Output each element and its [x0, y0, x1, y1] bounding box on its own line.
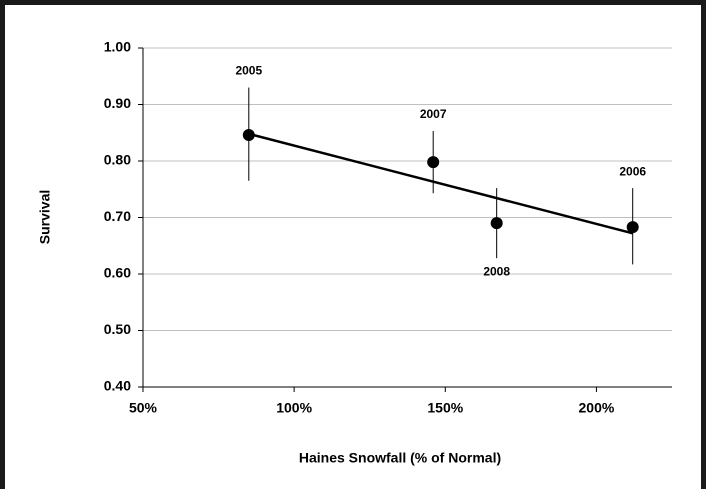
point-label: 2005 — [235, 64, 262, 78]
y-tick-label: 1.00 — [104, 39, 131, 55]
frame-right — [701, 0, 706, 489]
x-axis-title: Haines Snowfall (% of Normal) — [299, 450, 501, 466]
point — [626, 221, 639, 234]
x-tick-label: 50% — [129, 400, 158, 416]
trend-line — [248, 132, 634, 235]
x-tick-label: 200% — [579, 400, 615, 416]
x-tick-label: 150% — [427, 400, 463, 416]
point — [427, 156, 440, 169]
y-tick-label: 0.80 — [104, 152, 131, 168]
y-tick-label: 0.70 — [104, 208, 131, 224]
point-label: 2008 — [483, 264, 510, 278]
y-tick-label: 0.50 — [104, 321, 131, 337]
point — [490, 217, 503, 230]
frame-left — [0, 0, 5, 489]
point-label: 2006 — [619, 164, 646, 178]
frame-top — [0, 0, 706, 5]
y-tick-label: 0.90 — [104, 95, 131, 111]
point — [242, 129, 255, 142]
y-tick-label: 0.40 — [104, 378, 131, 394]
y-tick-label: 0.60 — [104, 265, 131, 281]
y-axis-title: Survival — [37, 190, 53, 244]
point-label: 2007 — [420, 107, 447, 121]
x-tick-label: 100% — [276, 400, 312, 416]
